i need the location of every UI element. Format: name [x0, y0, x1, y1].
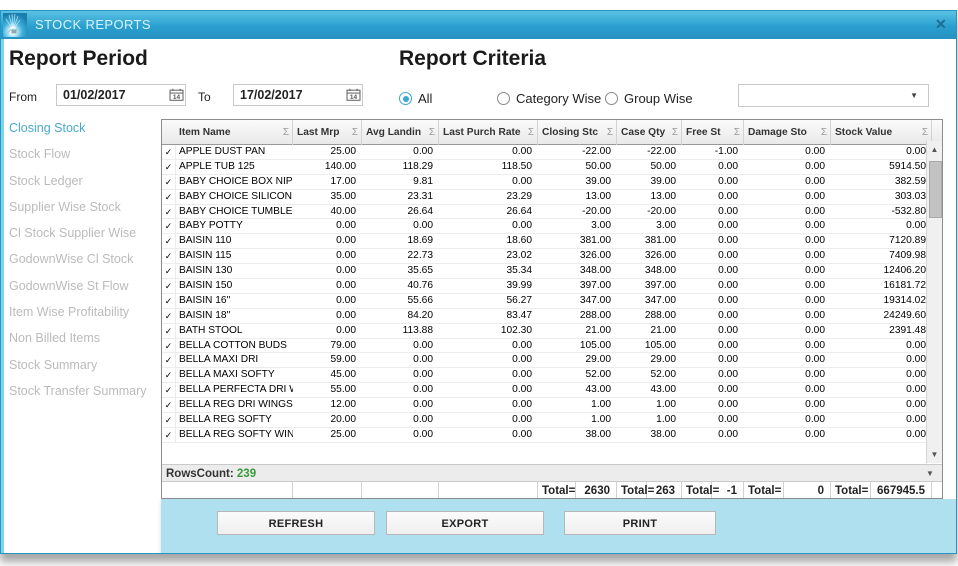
- svg-text:14: 14: [350, 94, 358, 101]
- svg-text:14: 14: [173, 94, 181, 101]
